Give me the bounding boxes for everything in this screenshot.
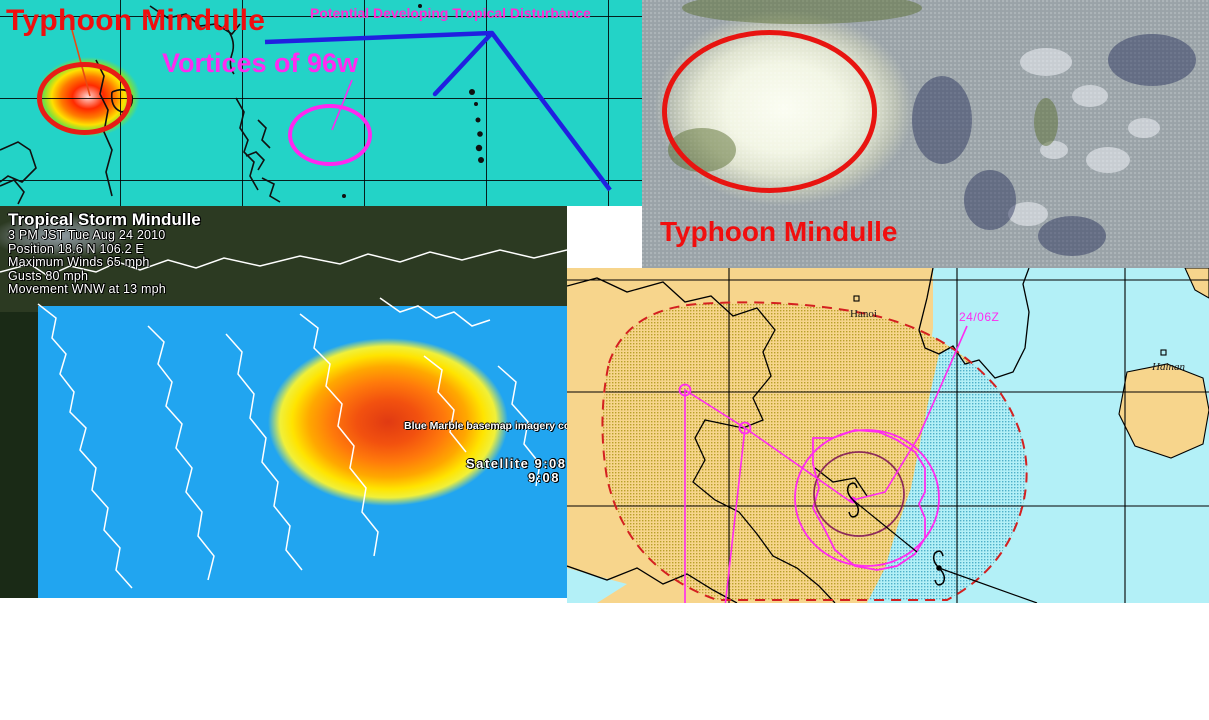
past-track-segment <box>852 499 918 553</box>
wind-radius-34kt-polygon <box>812 429 926 571</box>
ir-enhancement-field <box>38 306 567 598</box>
forecast-track-line <box>684 388 852 603</box>
forecast-track-map-panel: Hanoi Hainan 24/06Z <box>567 268 1209 603</box>
hainan-island <box>1118 363 1209 459</box>
past-track-segment-2 <box>938 567 1038 603</box>
past-track-line <box>724 427 746 603</box>
hanoi-city-marker <box>853 295 860 302</box>
forecast-position-marker <box>738 421 752 435</box>
coastline-overlay <box>0 249 567 589</box>
typhoon-mindulle-label: Typhoon Mindulle <box>6 4 266 37</box>
wind-radius-34kt-circle <box>794 429 940 567</box>
storm-movement-line: Movement WNW at 13 mph <box>8 282 166 296</box>
storm-position-line: Position 18.6 N 106.2 E <box>8 241 144 256</box>
storm-info-overlay: Tropical Storm Mindulle 3 PM JST Tue Aug… <box>8 210 201 297</box>
vortices-96w-label: Vortices of 96w <box>162 48 359 78</box>
storm-max-winds-line: Maximum Winds 65 mph <box>8 255 150 269</box>
storm-name-title: Tropical Storm Mindulle <box>8 210 201 229</box>
storm-gusts-line: Gusts 80 mph <box>8 268 89 283</box>
forecast-cone-outline <box>601 301 1028 601</box>
nasa-basemap-credit: Blue Marble basemap imagery courtesy NAS… <box>404 420 567 432</box>
hanoi-city-label: Hanoi <box>850 308 877 320</box>
lat-lon-graticule <box>567 268 1209 603</box>
satellite-time-label: Satellite 9:08 AM UTC <box>466 456 567 471</box>
forecast-position-marker <box>678 383 692 397</box>
typhoon-mindulle-label: Typhoon Mindulle <box>660 216 898 247</box>
typhoon-highlight-ellipse <box>37 62 132 135</box>
hainan-city-marker <box>1160 349 1167 356</box>
synoptic-time-label: 24/06Z <box>959 310 1000 324</box>
satellite-time-partial-label: 9:08 <box>528 470 561 485</box>
visible-satellite-panel: Typhoon Mindulle <box>642 0 1209 270</box>
blue-marble-basemap <box>0 206 567 312</box>
synoptic-time-leader <box>852 325 968 501</box>
wind-radius-50kt-circle <box>813 451 905 537</box>
blue-analysis-polyline <box>264 30 612 192</box>
tropical-cyclone-symbol-past <box>932 550 946 586</box>
storm-time-line: 3 PM JST Tue Aug 24 2010 <box>8 228 166 242</box>
east-land-mass <box>1184 268 1209 299</box>
infrared-satellite-panel: Tropical Storm Mindulle 3 PM JST Tue Aug… <box>0 206 567 598</box>
vortex-96w-highlight-ellipse <box>288 104 372 166</box>
vorticity-analysis-panel: Typhoon Mindulle Vortices of 96w Potenti… <box>0 0 642 206</box>
typhoon-highlight-ellipse <box>662 30 877 193</box>
hainan-island-label: Hainan <box>1152 361 1185 373</box>
potential-disturbance-label: Potential Developing Tropical Disturbanc… <box>310 5 591 21</box>
